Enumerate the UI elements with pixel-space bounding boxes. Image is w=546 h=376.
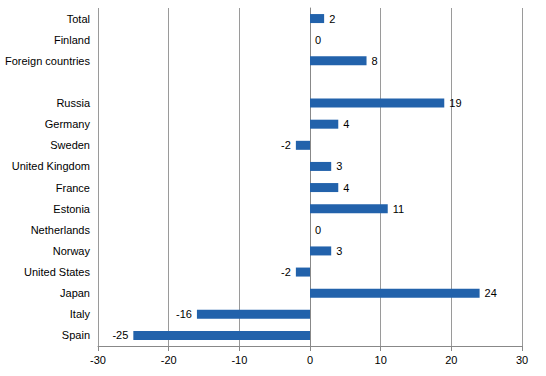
svg-text:30: 30 [516, 354, 528, 366]
svg-text:-20: -20 [161, 354, 177, 366]
svg-text:France: France [56, 182, 90, 194]
svg-text:3: 3 [336, 160, 342, 172]
svg-text:0: 0 [315, 34, 321, 46]
svg-text:4: 4 [343, 182, 349, 194]
svg-text:-16: -16 [176, 308, 192, 320]
svg-text:24: 24 [485, 287, 497, 299]
svg-text:19: 19 [449, 97, 461, 109]
svg-text:-10: -10 [231, 354, 247, 366]
svg-text:-30: -30 [90, 354, 106, 366]
svg-text:Japan: Japan [60, 287, 90, 299]
svg-text:20: 20 [445, 354, 457, 366]
svg-text:0: 0 [315, 224, 321, 236]
svg-text:0: 0 [307, 354, 313, 366]
svg-text:8: 8 [372, 55, 378, 67]
svg-text:2: 2 [329, 13, 335, 25]
svg-text:-2: -2 [281, 266, 291, 278]
svg-text:Sweden: Sweden [50, 139, 90, 151]
svg-text:Norway: Norway [53, 245, 91, 257]
svg-text:4: 4 [343, 118, 349, 130]
svg-text:Germany: Germany [45, 118, 91, 130]
svg-text:Estonia: Estonia [53, 203, 91, 215]
svg-text:Finland: Finland [54, 34, 90, 46]
svg-text:Netherlands: Netherlands [31, 224, 91, 236]
svg-text:Italy: Italy [70, 308, 91, 320]
svg-text:11: 11 [393, 203, 404, 215]
svg-text:United Kingdom: United Kingdom [12, 160, 90, 172]
svg-text:Russia: Russia [56, 97, 91, 109]
svg-text:United States: United States [24, 266, 91, 278]
svg-text:10: 10 [375, 354, 387, 366]
svg-text:Foreign countries: Foreign countries [5, 55, 90, 67]
svg-text:-2: -2 [281, 139, 291, 151]
svg-text:-25: -25 [112, 329, 128, 341]
svg-text:Spain: Spain [62, 329, 90, 341]
svg-text:Total: Total [67, 13, 90, 25]
svg-text:3: 3 [336, 245, 342, 257]
